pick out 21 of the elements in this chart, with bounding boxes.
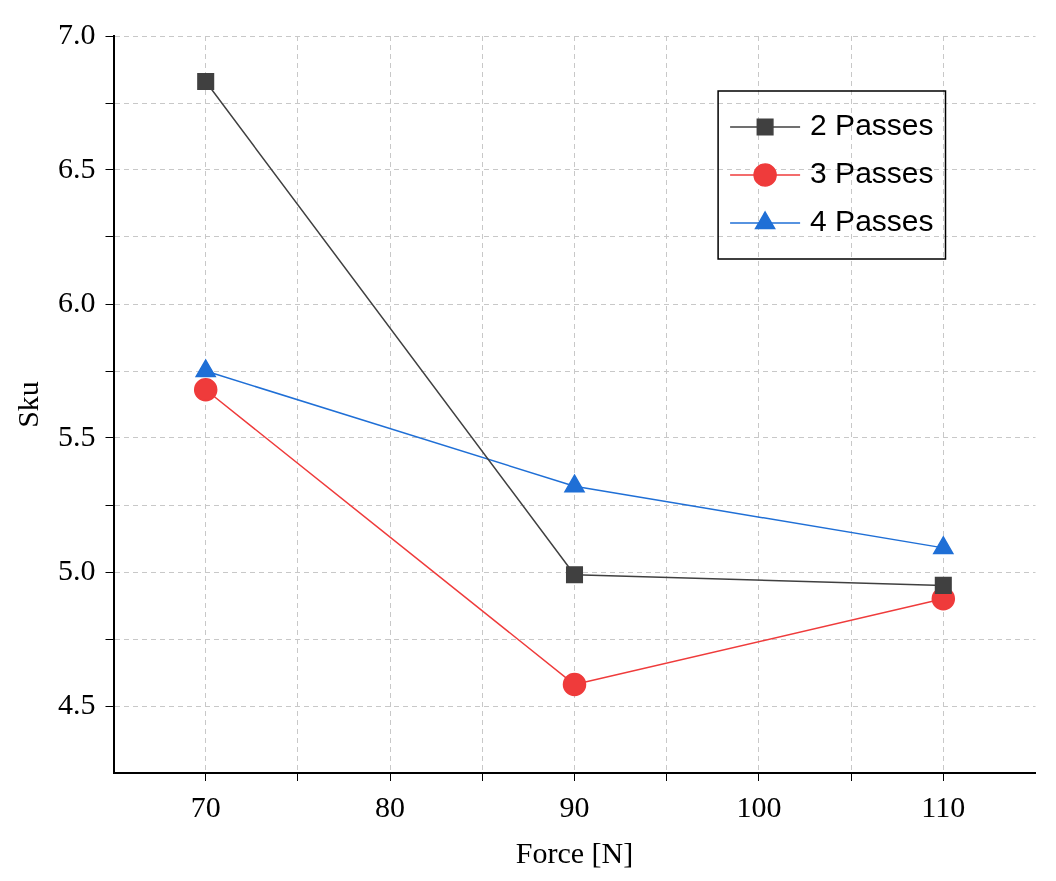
point xyxy=(193,378,218,402)
y-axis-title: Sku xyxy=(10,381,44,428)
point xyxy=(565,566,584,584)
x-tick-label: 100 xyxy=(736,789,782,823)
point xyxy=(934,576,952,594)
x-tick-label: 110 xyxy=(921,789,966,823)
x-tick-label: 90 xyxy=(559,789,590,823)
point xyxy=(197,73,215,91)
y-tick-label: 5.5 xyxy=(58,418,96,452)
legend-label: 2 Passes xyxy=(810,108,934,142)
y-tick-label: 5.0 xyxy=(58,552,96,586)
legend-label: 4 Passes xyxy=(810,204,934,238)
y-tick-label: 7.0 xyxy=(58,16,96,50)
y-tick-label: 6.0 xyxy=(58,284,96,318)
point xyxy=(562,672,587,697)
legend-label: 3 Passes xyxy=(810,156,934,190)
x-tick-label: 70 xyxy=(190,789,221,823)
x-tick-label: 80 xyxy=(375,789,406,823)
x-axis-title: Force [N] xyxy=(515,835,634,869)
y-tick-label: 4.5 xyxy=(58,686,96,720)
y-tick-label: 6.5 xyxy=(58,150,96,184)
